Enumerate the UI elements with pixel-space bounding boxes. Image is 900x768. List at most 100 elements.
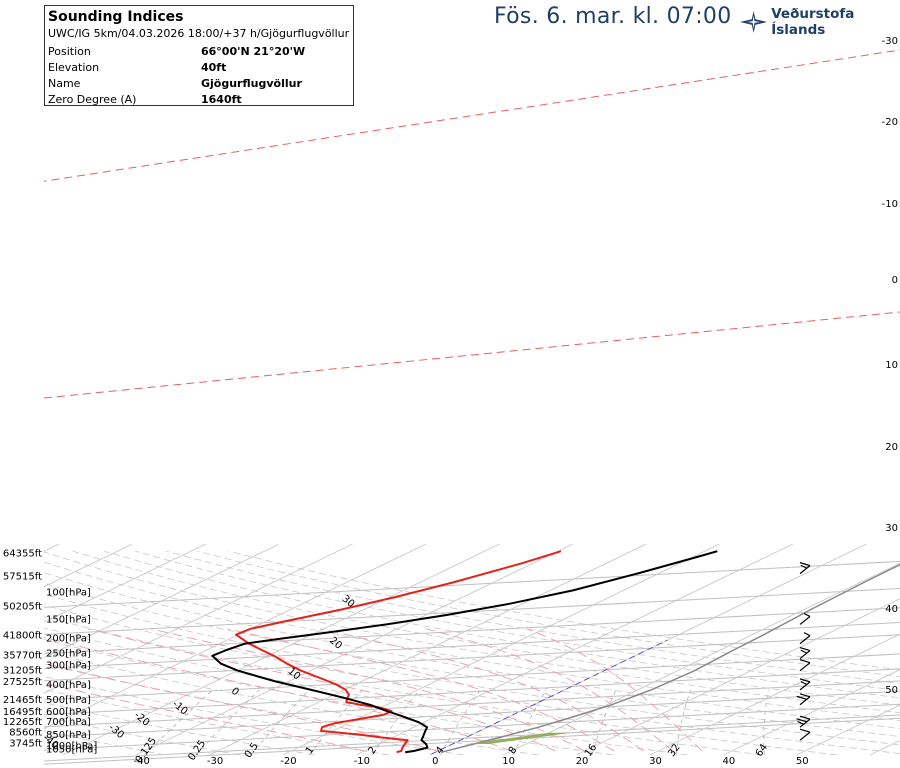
- pressure-label: 150[hPa]: [46, 614, 91, 625]
- skewed-isotherm-label: -30: [106, 722, 126, 741]
- forecast-time: Fös. 6. mar. kl. 07:00: [494, 4, 732, 29]
- height-label: 21465ft: [3, 695, 42, 706]
- mixing-ratio-line: [675, 689, 691, 755]
- wind-barb-flag: [796, 718, 807, 723]
- isotherm-label: 50: [796, 756, 809, 767]
- index-value: 66°00'N 21°20'W: [201, 45, 306, 58]
- wind-barb-staff: [799, 662, 811, 672]
- vedurstofa-star-icon: [740, 11, 768, 33]
- mixing-ratio-label: 2: [367, 745, 380, 757]
- mixing-ratio-label: 4: [434, 745, 447, 757]
- wind-barb-flag: [799, 646, 811, 652]
- height-label: 41800ft: [3, 631, 42, 642]
- skewed-isotherm-label: -20: [132, 710, 152, 729]
- sounding-indices-panel: Sounding Indices UWC/IG 5km/04.03.2026 1…: [44, 5, 354, 106]
- height-label: 31205ft: [3, 666, 42, 677]
- index-row: Position 66°00'N 21°20'W: [48, 44, 305, 60]
- dry-adiabat: [44, 582, 900, 737]
- height-label: 12265ft: [3, 717, 42, 728]
- wind-barb-flag: [803, 632, 811, 637]
- mixing-ratio-line: [195, 689, 260, 756]
- wind-barb-staff: [799, 565, 811, 575]
- index-value: 40ft: [201, 61, 227, 74]
- moist-adiabat: [526, 628, 703, 752]
- index-value: 1640ft: [201, 93, 242, 106]
- isotherm-label: -10: [354, 756, 370, 767]
- dry-adiabat: [44, 651, 613, 756]
- height-label: 16495ft: [3, 707, 42, 718]
- pressure-label: 500[hPa]: [46, 695, 91, 706]
- isobar-line: [44, 607, 900, 655]
- index-row: Elevation 40ft: [48, 60, 305, 76]
- wind-barb: [799, 659, 811, 672]
- wind-barb-flag: [800, 649, 808, 654]
- wind-barb-flag: [799, 728, 811, 733]
- isotherm-line: [796, 704, 900, 756]
- isotherm-label: 40: [722, 756, 735, 767]
- pressure-label: 1000[hPa]: [46, 741, 97, 752]
- series-dew-point: [211, 550, 718, 754]
- dry-adiabat: [44, 615, 837, 756]
- index-key: Position: [48, 45, 91, 58]
- isotherm-line: [209, 543, 647, 756]
- right-axis-label: 40: [885, 604, 898, 615]
- index-key: Zero Degree (A): [48, 93, 137, 106]
- wind-barb-staff: [799, 696, 811, 706]
- moist-adiabat: [44, 662, 439, 752]
- pressure-label: 100[hPa]: [46, 587, 91, 598]
- wind-barb-flag: [799, 715, 811, 720]
- index-key: Name: [48, 77, 81, 90]
- wind-barb: [796, 715, 811, 728]
- wind-barb-flag: [799, 693, 811, 698]
- isotherm-line: [356, 543, 793, 756]
- dry-adiabat: [103, 550, 900, 699]
- pressure-label: 250[hPa]: [46, 649, 91, 660]
- brand-name: Veðurstofa Íslands: [771, 6, 855, 38]
- wind-barb: [799, 612, 811, 625]
- dry-adiabat: [166, 550, 900, 685]
- dry-adiabat: [44, 676, 464, 756]
- wind-barb-flag: [799, 659, 811, 664]
- brand-logo: Veðurstofa Íslands: [740, 6, 900, 38]
- index-key: Elevation: [48, 61, 100, 74]
- wind-barb: [799, 632, 811, 645]
- wind-barb-staff: [799, 615, 811, 625]
- isobar-line: [44, 714, 900, 762]
- mixing-ratio-line: [308, 689, 363, 756]
- wind-barb-flag: [799, 562, 811, 567]
- right-axis-label: -30: [882, 36, 898, 47]
- dry-adiabat: [197, 550, 900, 678]
- pressure-label: 1050[hPa]: [46, 744, 97, 755]
- model-run-text: UWC/IG 5km/04.03.2026 18:00/+37 h/Gjögur…: [48, 27, 350, 40]
- isotherm-label: -20: [280, 756, 296, 767]
- right-axis-label: 20: [885, 442, 898, 453]
- right-axis-label: 0: [892, 275, 898, 286]
- index-row: Name Gjögurflugvöllur: [48, 76, 305, 92]
- right-axis-label: 50: [885, 685, 898, 696]
- height-label: 57515ft: [3, 572, 42, 583]
- mixing-ratio-label: 0.5: [243, 741, 261, 760]
- mixing-ratio-line: [513, 689, 547, 756]
- mixing-ratio-line: [250, 689, 310, 756]
- wind-barb-flag: [803, 612, 811, 617]
- isotherm-line: [44, 543, 206, 623]
- dry-adiabat: [44, 688, 390, 756]
- mixing-ratio-line: [144, 689, 213, 756]
- isotherm-label: 20: [576, 756, 589, 767]
- dry-adiabat: [44, 702, 315, 756]
- right-axis-label: -10: [882, 199, 898, 210]
- isotherm-line: [44, 543, 426, 730]
- height-label: 3745ft: [9, 738, 42, 749]
- pressure-label: 400[hPa]: [46, 680, 91, 691]
- wind-barb-staff: [799, 635, 811, 645]
- right-axis-label: 30: [885, 523, 898, 534]
- dry-adiabat: [44, 604, 900, 754]
- moist-adiabat: [320, 628, 644, 752]
- mixing-ratio-label: 1: [304, 745, 317, 757]
- isotherm-label: 0: [432, 756, 438, 767]
- right-axis-label: 10: [885, 360, 898, 371]
- isotherm-line: [723, 669, 900, 756]
- cape-area: [467, 732, 572, 744]
- dry-adiabat: [44, 572, 900, 729]
